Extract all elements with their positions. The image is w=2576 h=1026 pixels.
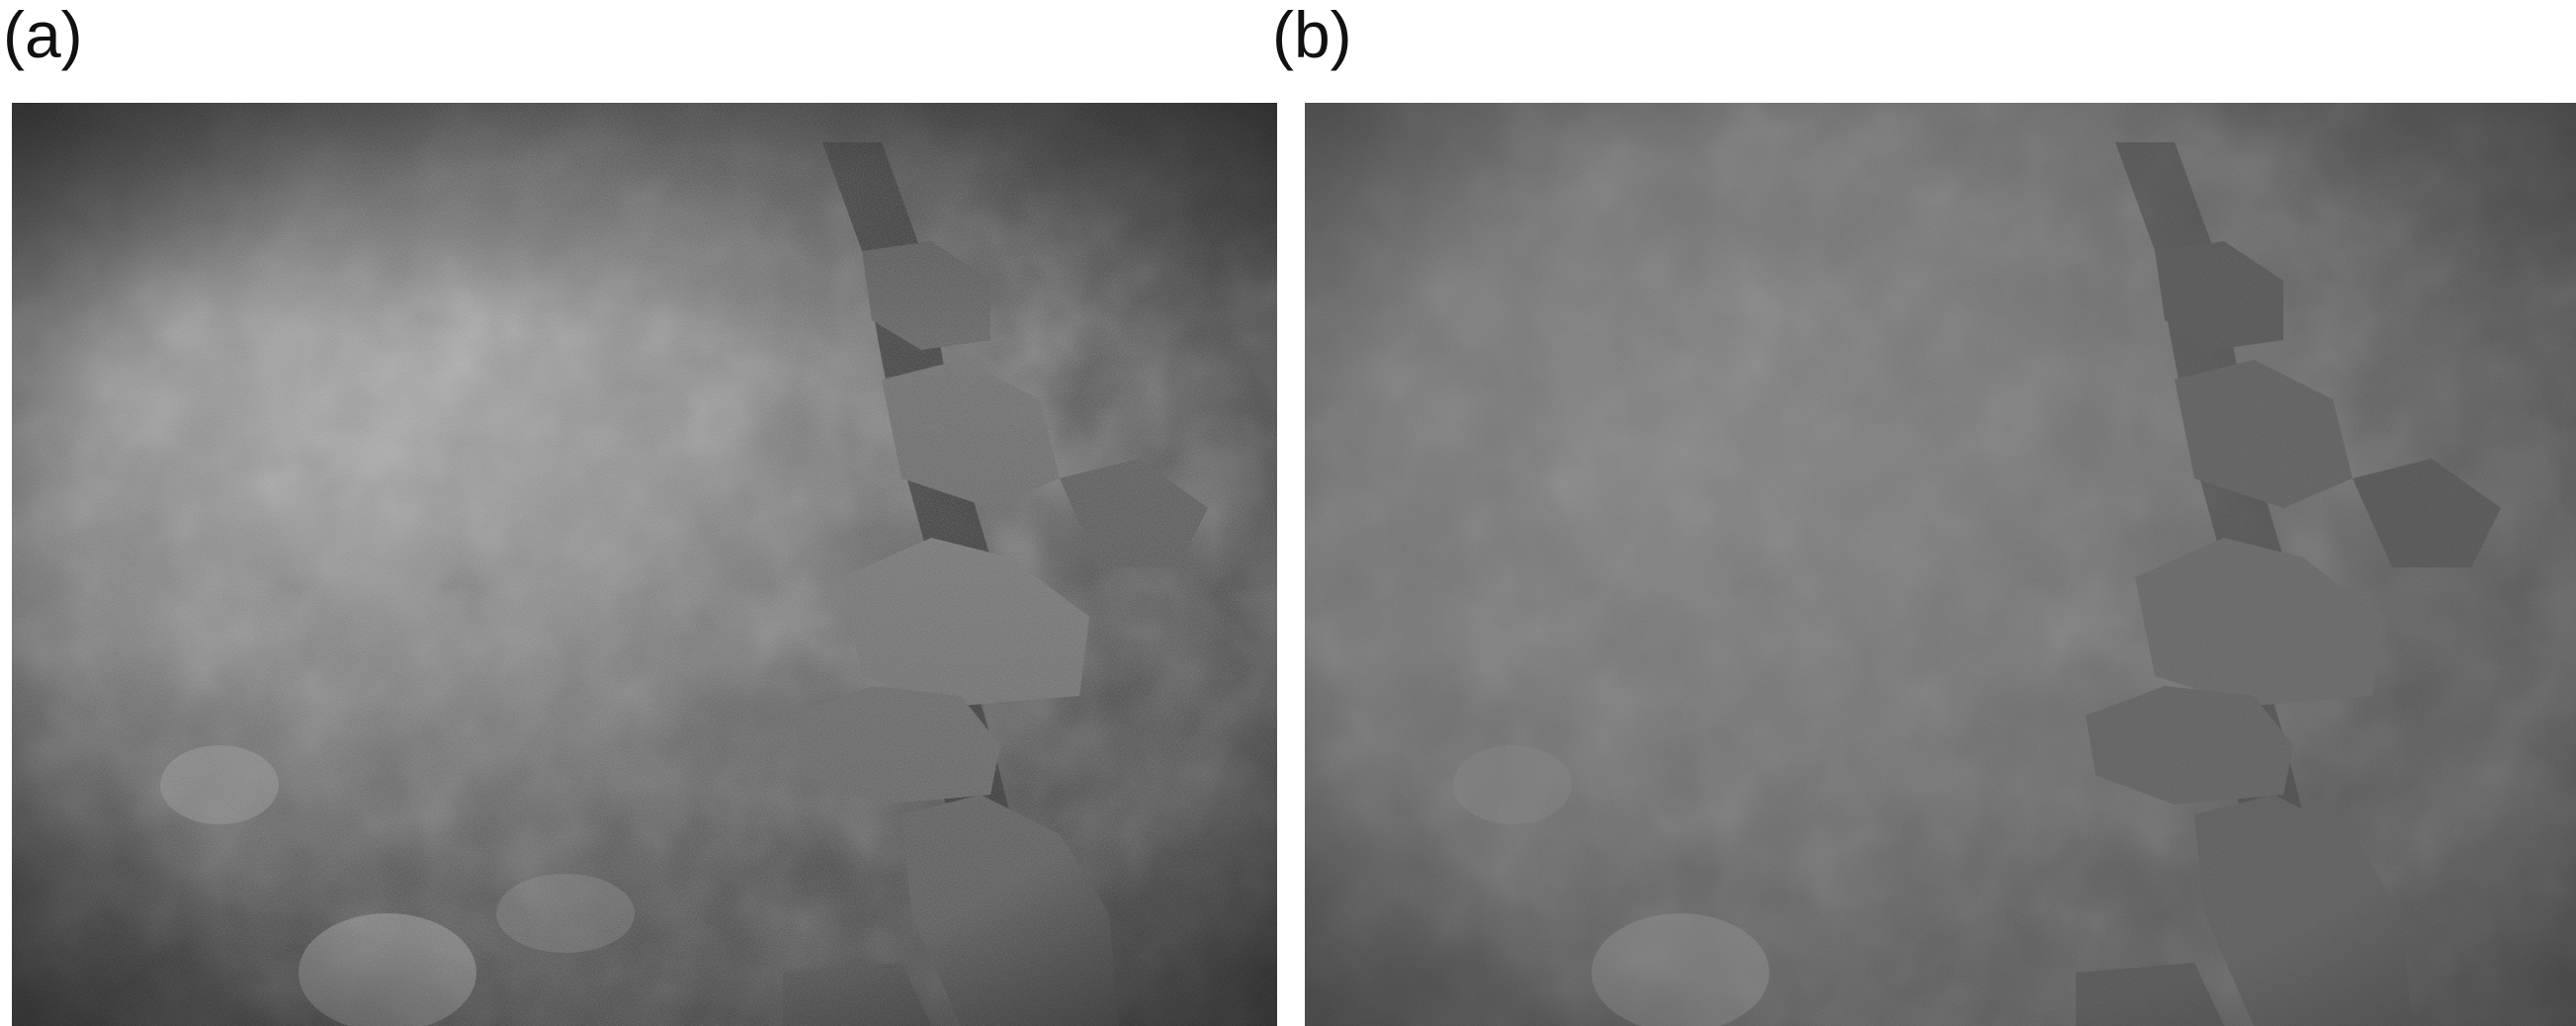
photo-panel-b	[1305, 103, 2576, 1026]
panel-label-b: (b)	[1272, 0, 1352, 71]
panel-label-a: (a)	[3, 0, 83, 71]
photo-panel-a	[12, 103, 1277, 1026]
seabed-image-a	[12, 103, 1277, 1026]
seabed-image-b	[1305, 103, 2576, 1026]
